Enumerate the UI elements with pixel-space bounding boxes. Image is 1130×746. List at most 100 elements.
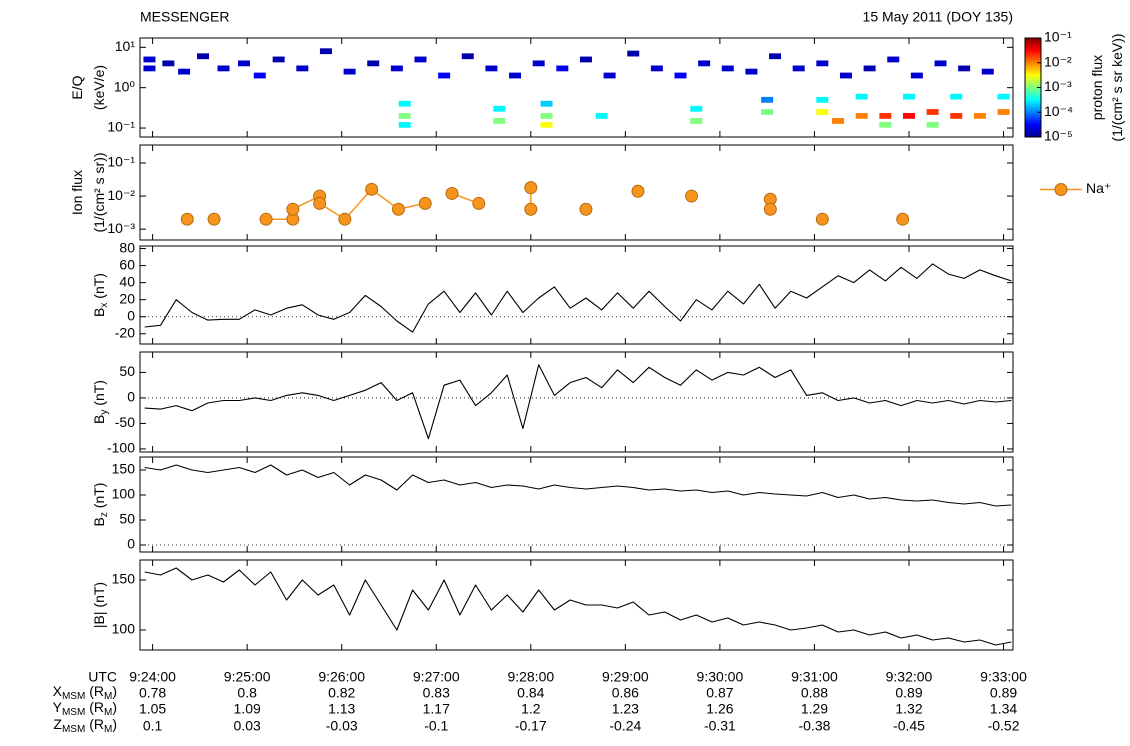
y-tick-label: -100 — [107, 440, 135, 456]
spectrogram-cell — [540, 100, 553, 107]
ephemeris-value: -0.45 — [893, 718, 925, 734]
data-point — [631, 184, 645, 198]
y-tick-label: 10⁻¹ — [107, 154, 135, 170]
spectrogram-cell — [493, 105, 506, 112]
spectrogram-cells — [143, 48, 1010, 128]
y-tick-label: 20 — [119, 290, 135, 306]
spectrogram-cell — [272, 56, 285, 63]
ephemeris-value: 1.34 — [990, 701, 1017, 717]
spectrogram-cell — [343, 68, 356, 75]
data-point — [180, 212, 194, 226]
label-part: (nT) — [91, 483, 107, 513]
spectrogram-cell — [650, 65, 663, 72]
subscript: M — [104, 707, 112, 718]
spectrogram-cell — [816, 60, 829, 67]
data-point — [391, 202, 405, 216]
label-part: (keV/e) — [91, 65, 107, 110]
axis-label: Ion flux — [69, 170, 85, 215]
data-point — [579, 202, 593, 216]
ephemeris-label: ZMSM (RM) — [53, 716, 117, 735]
y-tick-label: 150 — [112, 461, 136, 477]
spectrogram-cell — [887, 56, 900, 63]
panel-frame — [139, 245, 1014, 345]
ephemeris-value: 0.84 — [517, 685, 544, 701]
spectrogram-cell — [579, 56, 592, 63]
y-tick-label: 10⁻³ — [107, 220, 135, 236]
spectrogram-cell — [855, 93, 868, 100]
spectrogram-cell — [367, 60, 380, 67]
spectrogram-cell — [197, 53, 210, 60]
spectrogram-cell — [296, 65, 309, 72]
date-label: 15 May 2011 (DOY 135) — [863, 9, 1013, 25]
spectrogram-cell — [958, 65, 971, 72]
ephemeris-value: 1.09 — [234, 701, 261, 717]
y-tick-label: 100 — [112, 486, 136, 502]
axis-label: Bz (nT) — [91, 483, 110, 527]
y-tick-label: 40 — [119, 273, 135, 289]
ephemeris-value: -0.38 — [798, 718, 830, 734]
ephemeris-value: -0.17 — [515, 718, 547, 734]
x-tick-label: 9:26:00 — [318, 669, 365, 685]
spectrogram-cell — [238, 60, 251, 67]
y-tick-label: 10¹ — [115, 38, 136, 54]
axis-label: By (nT) — [91, 380, 110, 424]
data-line — [144, 263, 1012, 333]
plot-area — [144, 364, 1012, 440]
spectrogram-cell — [879, 121, 892, 128]
ephemeris-value: 0.8 — [237, 685, 257, 701]
label-part: X — [53, 683, 63, 699]
label-part: (1/(cm² s sr keV)) — [1109, 33, 1125, 141]
spectrogram-cell — [540, 112, 553, 119]
ephemeris-value: 1.32 — [895, 701, 922, 717]
label-part: Y — [53, 699, 63, 715]
x-tick-label: 9:28:00 — [507, 669, 554, 685]
spectrogram-cell — [414, 56, 427, 63]
ephemeris-value: 0.78 — [139, 685, 166, 701]
ephemeris-value: 0.83 — [423, 685, 450, 701]
y-tick-label: 10⁻² — [107, 187, 135, 203]
plot-area — [144, 464, 1012, 507]
data-point — [445, 186, 459, 200]
spectrogram-cell — [319, 48, 332, 55]
y-tick-label: 10⁰ — [114, 78, 136, 94]
x-tick-label: 9:24:00 — [129, 669, 176, 685]
axis-label: Bx (nT) — [91, 273, 110, 317]
y-tick-label: 10⁻¹ — [107, 119, 135, 135]
subscript: M — [104, 691, 112, 702]
y-tick-label: 50 — [119, 511, 135, 527]
data-point — [524, 181, 538, 195]
y-tick-label: 80 — [119, 239, 135, 255]
ephemeris-value: 1.05 — [139, 701, 166, 717]
spectrogram-cell — [493, 118, 506, 124]
x-tick-label: 9:32:00 — [886, 669, 933, 685]
spectrogram-cell — [832, 118, 845, 124]
data-point — [286, 202, 300, 216]
plot-area — [144, 567, 1012, 646]
spectrogram-cell — [398, 100, 411, 107]
label-part: B — [91, 517, 107, 526]
spectrogram-cell — [674, 72, 687, 79]
plot-area — [143, 48, 1010, 128]
x-tick-label: 9:30:00 — [697, 669, 744, 685]
panel-frame — [139, 351, 1014, 453]
label-part: ) — [112, 699, 117, 715]
ephemeris-value: 0.1 — [143, 718, 163, 734]
data-point — [472, 196, 486, 210]
ephemeris-value: 0.87 — [706, 685, 733, 701]
y-tick-label: -20 — [115, 324, 135, 340]
spectrogram-cell — [761, 109, 774, 115]
data-point — [365, 182, 379, 196]
label-part: Ion flux — [69, 170, 85, 215]
plot-area — [144, 263, 1012, 333]
data-point — [896, 212, 910, 226]
spectrogram-cell — [556, 65, 569, 72]
label-part: E/Q — [69, 75, 85, 99]
ephemeris-value: 0.82 — [328, 685, 355, 701]
label-part: proton flux — [1089, 55, 1105, 120]
spectrogram-cell — [390, 65, 403, 72]
ephemeris-value: 0.89 — [990, 685, 1017, 701]
ephemeris-value: 1.29 — [801, 701, 828, 717]
mission-title: MESSENGER — [140, 9, 229, 25]
spectrogram-cell — [745, 68, 758, 75]
